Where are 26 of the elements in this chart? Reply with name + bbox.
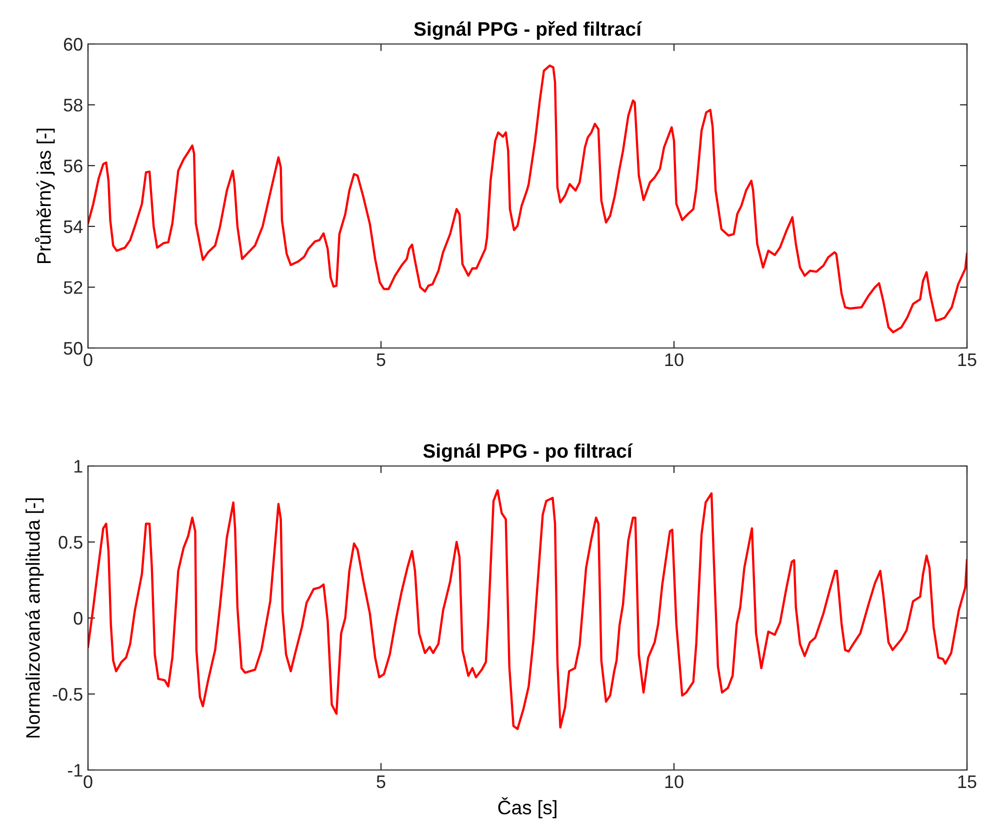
y-tick-label: 58 [64,98,82,112]
x-tick-label: 10 [665,353,684,366]
y-tick-label: 0.5 [58,536,82,549]
y-tick-label: -1 [68,764,82,777]
y-tick-label: 50 [64,342,82,355]
x-tick-label: 15 [958,776,976,788]
chart-title: Signál PPG - po filtrací [423,443,633,462]
x-tick-label: 5 [376,776,386,788]
y-tick-label: 1 [74,460,82,473]
y-tick-label: 56 [64,160,82,172]
line-series [88,64,967,334]
x-axis-title: Čas [s] [498,797,556,818]
x-tick-label: 5 [376,354,386,366]
x-tick-label: 0 [84,353,92,366]
y-tick-label: 54 [64,220,83,234]
y-tick-label: 52 [64,281,82,294]
x-tick-label: 10 [665,775,684,788]
chart-title: Signál PPG - před filtrací [414,21,642,40]
y-tick-label: 0 [74,612,82,625]
x-tick-label: 0 [84,775,92,788]
y-axis-title: Normalizovaná amplituda [-] [25,498,44,738]
y-tick-label: 60 [64,38,82,51]
y-tick-label: -0.5 [52,688,82,701]
x-tick-label: 15 [958,354,976,366]
y-axis-title: Průměrný jas [-] [35,128,55,264]
line-series [88,489,967,730]
